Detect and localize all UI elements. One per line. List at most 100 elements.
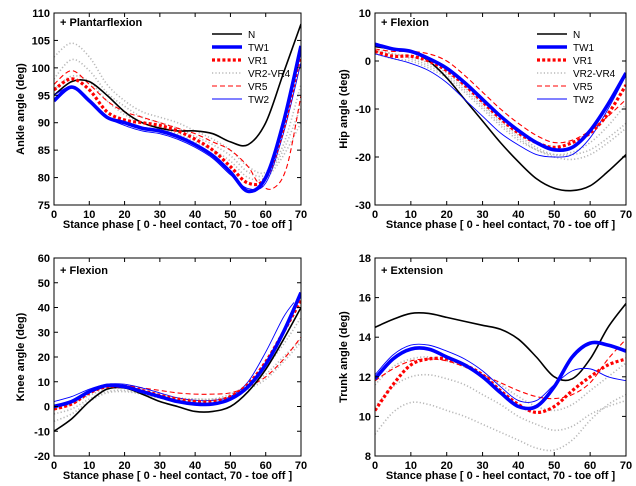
y-tick-label: 60 — [38, 253, 50, 265]
panel-annotation: + Flexion — [381, 17, 429, 29]
y-axis-label: Ankle angle (deg) — [15, 63, 27, 155]
series-line-n — [375, 303, 626, 382]
series-line-tw2 — [54, 302, 295, 402]
series-line-n — [54, 307, 301, 432]
series-line-vr2-vr4 — [375, 393, 626, 452]
series-group — [54, 291, 301, 432]
x-tick-label: 40 — [189, 460, 201, 472]
y-tick-label: 10 — [359, 8, 371, 20]
panel-hip: + Flexion Hip angle (deg) Stance phase [… — [338, 8, 632, 231]
series-line-tw1 — [54, 291, 301, 409]
series-line-vr2-vr4 — [375, 53, 626, 161]
x-tick-label: 60 — [260, 460, 272, 472]
series-line-tw2 — [375, 53, 626, 158]
series-line-vr2-vr4 — [54, 74, 301, 181]
x-tick-label: 60 — [584, 209, 596, 221]
y-tick-label: 0 — [44, 402, 50, 414]
y-axis-label: Trunk angle (deg) — [338, 311, 350, 403]
x-tick-label: 70 — [620, 209, 632, 221]
y-tick-label: 0 — [365, 56, 371, 68]
legend-label: TW2 — [248, 95, 270, 106]
series-line-vr5 — [375, 338, 626, 400]
x-tick-label: 0 — [51, 209, 57, 221]
x-tick-label: 60 — [584, 460, 596, 472]
y-tick-label: 30 — [38, 327, 50, 339]
y-tick-label: 10 — [359, 411, 371, 423]
x-tick-label: 70 — [295, 460, 307, 472]
panel-annotation: + Extension — [381, 265, 443, 277]
x-tick-label: 40 — [512, 209, 524, 221]
legend-label: VR2-VR4 — [573, 69, 616, 80]
x-tick-label: 20 — [118, 460, 130, 472]
series-line-vr2-vr4 — [54, 42, 301, 175]
x-tick-label: 0 — [51, 460, 57, 472]
y-tick-label: 80 — [38, 173, 50, 185]
panel-trunk: + Extension Trunk angle (deg) Stance pha… — [338, 253, 632, 482]
series-line-tw1 — [375, 42, 626, 153]
x-tick-label: 10 — [83, 209, 95, 221]
y-tick-label: -10 — [34, 426, 50, 438]
panel-annotation: + Plantarflexion — [60, 17, 143, 29]
y-tick-label: 85 — [38, 145, 50, 157]
y-tick-label: 10 — [38, 377, 50, 389]
series-line-vr2-vr4 — [54, 316, 301, 410]
y-axis-label: Knee angle (deg) — [15, 312, 27, 401]
legend-label: TW2 — [573, 95, 595, 106]
panel-ankle: + Plantarflexion Ankle angle (deg) Stanc… — [15, 8, 307, 231]
x-tick-label: 40 — [512, 460, 524, 472]
series-group — [375, 42, 626, 192]
x-tick-label: 0 — [372, 209, 378, 221]
series-line-vr2-vr4 — [54, 341, 301, 423]
legend: N TW1 VR1 VR2-VR4 VR5 TW2 — [212, 30, 291, 106]
y-tick-label: -30 — [355, 200, 371, 212]
plot-frame — [374, 257, 627, 457]
x-tick-label: 30 — [154, 460, 166, 472]
y-tick-label: 20 — [38, 352, 50, 364]
series-line-vr2-vr4 — [375, 356, 626, 412]
x-tick-label: 40 — [189, 209, 201, 221]
legend-label: TW1 — [573, 43, 595, 54]
y-tick-label: 100 — [32, 63, 50, 75]
y-tick-label: -20 — [355, 152, 371, 164]
legend-label: N — [573, 30, 580, 41]
series-line-n — [54, 23, 301, 147]
legend-label: VR1 — [573, 56, 593, 67]
y-tick-label: -10 — [355, 104, 371, 116]
legend-label: VR2-VR4 — [248, 69, 291, 80]
y-tick-label: 90 — [38, 118, 50, 130]
x-axis-label: Stance phase [ 0 - heel contact, 70 - to… — [63, 219, 293, 231]
x-tick-label: 30 — [476, 209, 488, 221]
x-axis-label: Stance phase [ 0 - heel contact, 70 - to… — [63, 470, 293, 482]
panel-knee: + Flexion Knee angle (deg) Stance phase … — [15, 253, 307, 482]
legend-label: TW1 — [248, 43, 270, 54]
series-group — [54, 23, 301, 194]
series-line-tw2 — [375, 343, 626, 403]
x-tick-label: 70 — [620, 460, 632, 472]
y-tick-label: 110 — [32, 8, 50, 20]
x-tick-label: 50 — [548, 209, 560, 221]
x-tick-label: 10 — [405, 209, 417, 221]
legend: N TW1 VR1 VR2-VR4 VR5 TW2 — [537, 30, 616, 106]
x-tick-label: 30 — [476, 460, 488, 472]
y-tick-label: -20 — [34, 451, 50, 463]
x-tick-label: 20 — [118, 209, 130, 221]
series-line-vr2-vr4 — [375, 373, 626, 432]
y-tick-label: 12 — [359, 372, 371, 384]
y-tick-label: 8 — [365, 451, 371, 463]
series-line-tw1 — [375, 340, 626, 411]
y-tick-label: 18 — [359, 253, 371, 265]
x-tick-label: 30 — [154, 209, 166, 221]
legend-label: N — [248, 30, 255, 41]
x-tick-label: 20 — [441, 209, 453, 221]
x-tick-label: 50 — [548, 460, 560, 472]
x-tick-label: 50 — [224, 209, 236, 221]
x-tick-label: 70 — [295, 209, 307, 221]
x-tick-label: 0 — [372, 460, 378, 472]
y-tick-label: 105 — [32, 35, 50, 47]
legend-label: VR5 — [573, 82, 593, 93]
y-tick-label: 14 — [359, 332, 372, 344]
y-tick-label: 75 — [38, 200, 50, 212]
series-group — [375, 303, 626, 452]
plot-frame — [53, 257, 302, 457]
